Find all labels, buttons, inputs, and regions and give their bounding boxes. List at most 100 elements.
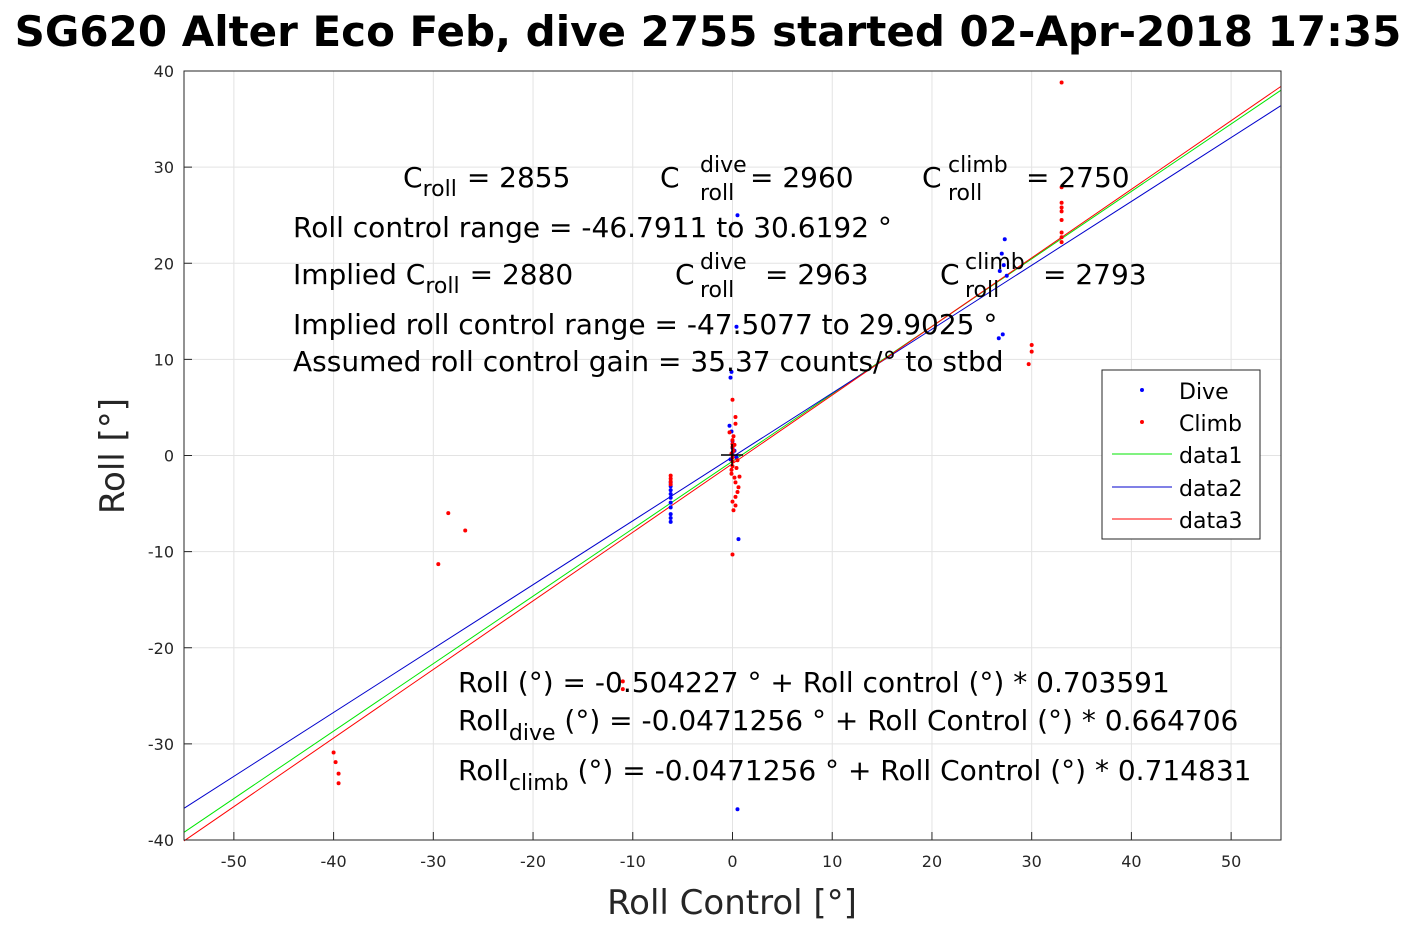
point-climb: [730, 499, 735, 504]
point-climb: [729, 467, 734, 472]
point-dive: [729, 369, 734, 374]
point-climb: [729, 471, 734, 476]
point-dive: [668, 488, 673, 493]
point-dive: [736, 537, 741, 542]
point-climb: [733, 503, 738, 508]
y-tick-label: -40: [148, 831, 174, 850]
point-climb: [336, 781, 341, 786]
point-climb: [730, 397, 735, 402]
point-climb: [1059, 80, 1064, 85]
c-dive-sup: dive: [700, 153, 747, 178]
point-dive: [668, 512, 673, 517]
point-dive: [1001, 263, 1006, 268]
point-dive: [668, 495, 673, 500]
point-dive: [1004, 273, 1009, 278]
x-axis-label: Roll Control [°]: [607, 883, 857, 923]
point-climb: [1059, 205, 1064, 210]
point-dive: [668, 519, 673, 524]
c-climb-label: C: [922, 161, 942, 194]
svg-text:Rollclimb (°) = -0.0471256 ° +: Rollclimb (°) = -0.0471256 ° + Roll Cont…: [458, 754, 1251, 796]
point-climb: [736, 485, 741, 490]
c-roll-sub: roll: [423, 177, 457, 202]
point-climb: [1059, 230, 1064, 235]
legend-dive-marker: [1140, 388, 1144, 392]
fit-dive-prefix: Roll: [458, 704, 509, 737]
legend-climb: Climb: [1179, 412, 1242, 437]
point-climb: [1029, 349, 1034, 354]
x-tick-label: 10: [822, 852, 842, 871]
point-climb: [668, 473, 673, 478]
point-climb: [1059, 240, 1064, 245]
point-climb: [1059, 209, 1064, 214]
point-climb: [735, 458, 740, 463]
x-tick-label: -50: [221, 852, 247, 871]
implied-c-climb-sup: climb: [965, 250, 1025, 275]
point-climb: [463, 528, 468, 533]
point-dive: [668, 500, 673, 505]
y-tick-label: 10: [154, 350, 174, 369]
point-climb: [668, 482, 673, 487]
point-climb: [734, 465, 739, 470]
implied-c-label: Implied C: [293, 258, 425, 291]
point-dive: [1002, 237, 1007, 242]
point-climb: [446, 511, 451, 516]
point-climb: [735, 490, 740, 495]
point-dive: [1000, 332, 1005, 337]
point-climb: [1059, 217, 1064, 222]
legend-climb-marker: [1140, 420, 1144, 424]
point-climb: [620, 679, 625, 684]
point-dive: [668, 505, 673, 510]
assumed-gain: Assumed roll control gain = 35.37 counts…: [293, 345, 1004, 378]
c-dive-value: = 2960: [750, 161, 854, 194]
roll-control-range: Roll control range = -46.7911 to 30.6192…: [293, 211, 892, 244]
regression-equations: Roll (°) = -0.504227 ° + Roll control (°…: [458, 666, 1251, 796]
point-dive: [735, 807, 740, 812]
x-tick-label: -40: [321, 852, 347, 871]
implied-c-value: = 2880: [470, 258, 574, 291]
point-climb: [331, 750, 336, 755]
point-climb: [1059, 235, 1064, 240]
implied-c-climb-sub: roll: [965, 278, 999, 303]
x-tick-label: -30: [420, 852, 446, 871]
implied-c-dive-value: = 2963: [765, 258, 869, 291]
point-climb: [733, 421, 738, 426]
point-climb: [737, 474, 742, 479]
fit-climb-prefix: Roll: [458, 754, 509, 787]
y-tick-label: 20: [154, 254, 174, 273]
fit-climb-sub: climb: [509, 771, 569, 796]
c-climb-sup: climb: [948, 153, 1008, 178]
point-climb: [730, 552, 735, 557]
point-climb: [620, 687, 625, 692]
point-climb: [1026, 362, 1031, 367]
y-tick-label: 30: [154, 158, 174, 177]
chart-title: SG620 Alter Eco Feb, dive 2755 started 0…: [15, 7, 1402, 56]
x-tick-label: 20: [922, 852, 942, 871]
point-climb: [733, 415, 738, 420]
point-climb: [731, 434, 736, 439]
fit-dive-rest: (°) = -0.0471256 ° + Roll Control (°) * …: [556, 704, 1239, 737]
implied-c-dive-label: C: [675, 258, 695, 291]
y-tick-label: 40: [154, 62, 174, 81]
point-climb: [1029, 342, 1034, 347]
fit-dive-sub: dive: [509, 721, 556, 746]
coefficient-annotations: Croll = 2855 C dive roll = 2960 C climb r…: [293, 153, 1147, 378]
fit-roll: Roll (°) = -0.504227 ° + Roll control (°…: [458, 666, 1170, 699]
svg-text:Implied Croll= 2880: Implied Croll = 2880: [293, 258, 573, 299]
y-axis-label: Roll [°]: [93, 398, 133, 514]
point-climb: [733, 480, 738, 485]
legend: Dive Climb data1 data2 data3: [1101, 369, 1261, 540]
y-tick-labels: 40 30 20 10 0 -10 -20 -30 -40: [148, 62, 174, 850]
c-dive-sub: roll: [700, 181, 734, 206]
legend-dive: Dive: [1179, 380, 1229, 405]
c-roll-label: C: [403, 161, 423, 194]
point-climb: [668, 479, 673, 484]
x-tick-label: -20: [520, 852, 546, 871]
point-dive: [734, 324, 739, 329]
point-climb: [336, 771, 341, 776]
legend-data1: data1: [1179, 444, 1243, 469]
implied-c-dive-sub: roll: [700, 278, 734, 303]
fit-climb-rest: (°) = -0.0471256 ° + Roll Control (°) * …: [569, 754, 1252, 787]
legend-data2: data2: [1179, 477, 1243, 502]
y-tick-label: -20: [148, 639, 174, 658]
